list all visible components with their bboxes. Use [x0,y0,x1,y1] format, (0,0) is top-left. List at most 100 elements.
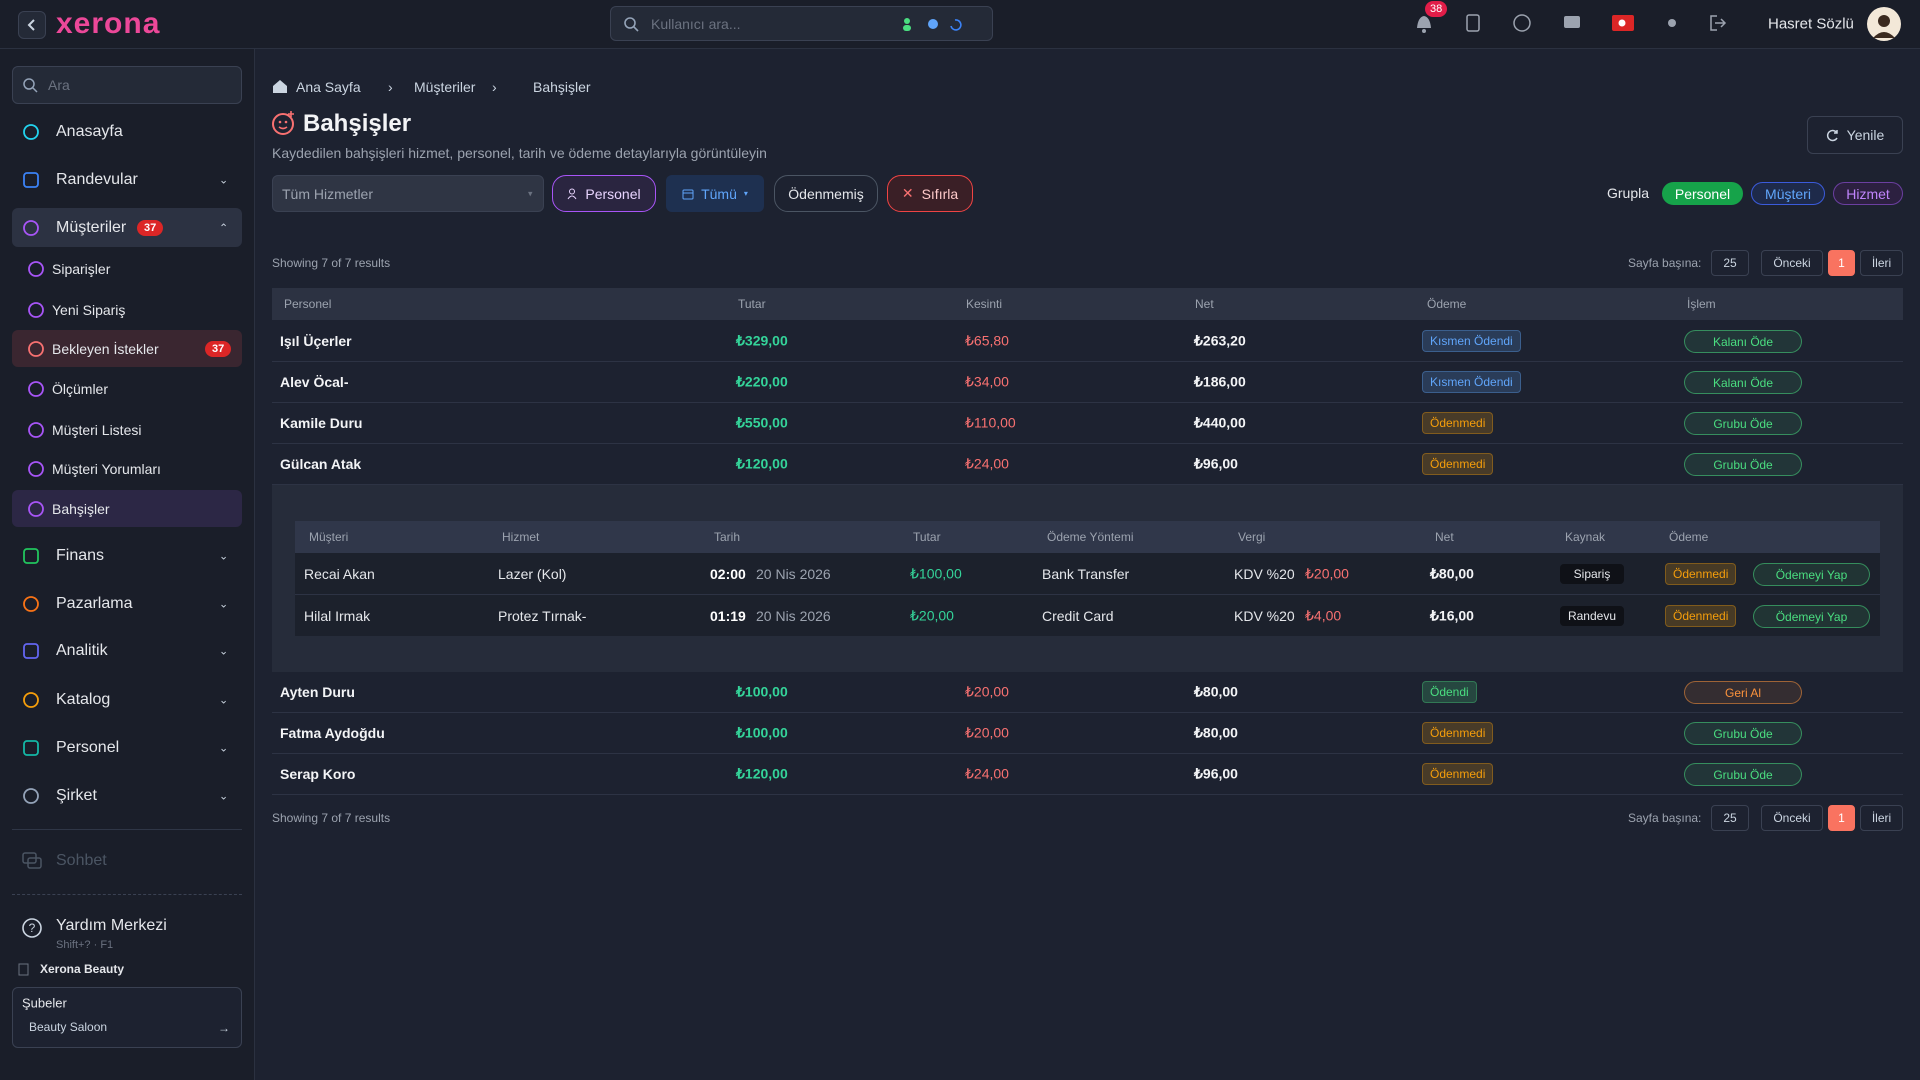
chevron[interactable]: ⌄ [219,174,229,187]
chevron[interactable]: ⌄ [219,790,229,803]
group-option[interactable]: Hizmet [1833,182,1903,205]
menu-item[interactable]: Finans [56,547,105,564]
user-search[interactable]: Kullanıcı ara... [610,6,993,41]
row-action[interactable]: Grubu Öde [1684,722,1802,745]
pay-action[interactable]: Ödemeyi Yap [1753,563,1870,586]
chevron[interactable]: ⌄ [219,598,229,611]
period-filter[interactable]: Tümü ▾ [666,175,764,212]
submenu-item[interactable]: Bekleyen İstekler [52,341,159,357]
brand[interactable]: xerona [56,7,161,40]
breadcrumb-item[interactable]: Müşteriler [414,79,476,95]
per-page-label: Sayfa başına: [1628,811,1702,825]
separator [12,894,242,895]
column-header: Net [1195,297,1214,311]
payment-status: Kısmen Ödendi [1422,371,1521,393]
sidebar: Ara Sohbet ? Yardım Merkezi Shift+? · F1… [0,49,255,1080]
table-header [272,288,1903,320]
column-header: Ödeme [1427,297,1467,311]
icon [28,501,44,517]
submenu-item[interactable]: Ölçümler [52,381,109,397]
staff-name[interactable]: Ayten Duru [280,684,355,700]
submenu-item[interactable]: Bahşişler [52,501,110,517]
user-name[interactable]: Hasret Sözlü [1768,15,1854,33]
net: ₺186,00 [1194,373,1246,390]
staff-name[interactable]: Kamile Duru [280,415,363,431]
row-border [272,712,1903,713]
row-action[interactable]: Grubu Öde [1684,453,1802,476]
tax-label: KDV %20 [1234,566,1295,582]
per-page-select[interactable]: 25 [1711,250,1749,276]
sidebar-search[interactable]: Ara [12,66,242,104]
row-action[interactable]: Grubu Öde [1684,412,1802,435]
group-option[interactable]: Müşteri [1751,182,1825,205]
unpaid-filter-label: Ödenmemiş [788,185,864,202]
prev-page[interactable]: Önceki [1761,805,1823,831]
refresh-button[interactable]: Yenile [1807,116,1903,154]
net: ₺80,00 [1430,565,1474,582]
payment-status: Ödenmedi [1665,563,1737,585]
details-column-header: Vergi [1238,530,1266,544]
next-page[interactable]: İleri [1860,805,1903,831]
menu-item[interactable]: Pazarlama [56,595,133,612]
group-option[interactable]: Personel [1662,182,1743,205]
page-subtitle: Kaydedilen bahşişleri hizmet, personel, … [272,145,767,161]
submenu-item[interactable]: Müşteri Listesi [52,422,142,438]
net: ₺80,00 [1194,724,1238,741]
current-page[interactable]: 1 [1828,250,1855,276]
staff-name[interactable]: Gülcan Atak [280,456,362,472]
icon [28,302,44,318]
row-action[interactable]: Grubu Öde [1684,763,1802,786]
back-button[interactable] [18,11,46,39]
deduction: ₺24,00 [965,765,1009,782]
chat-link[interactable]: Sohbet [56,852,107,869]
unpaid-filter[interactable]: Ödenmemiş [774,175,878,212]
row-action[interactable]: Kalanı Öde [1684,371,1802,394]
icon [23,172,39,188]
payment-status: Ödendi [1422,681,1477,703]
submenu-item[interactable]: Yeni Sipariş [52,302,126,318]
staff-filter[interactable]: Personel [552,175,656,212]
submenu-item[interactable]: Siparişler [52,261,111,277]
chevron[interactable]: ⌃ [219,222,229,235]
staff-name[interactable]: Işıl Üçerler [280,333,352,349]
menu-item[interactable]: Personel [56,739,120,756]
menu-item[interactable]: Randevular [56,171,138,188]
customer[interactable]: Recai Akan [304,566,375,582]
menu-item[interactable]: Şirket [56,787,97,804]
deduction: ₺24,00 [965,455,1009,472]
menu-item[interactable]: Analitik [56,642,108,659]
chevron[interactable]: ⌄ [219,742,229,755]
row-action[interactable]: Kalanı Öde [1684,330,1802,353]
customer[interactable]: Hilal Irmak [304,608,371,624]
current-page[interactable]: 1 [1828,805,1855,831]
breadcrumb-item: Bahşişler [533,79,591,95]
avatar[interactable] [1866,6,1902,42]
staff-name[interactable]: Fatma Aydoğdu [280,725,385,741]
reset-filter[interactable]: ✕ Sıfırla [887,175,973,212]
chevron[interactable]: ⌄ [219,550,229,563]
service-filter-label: Tüm Hizmetler [282,186,374,202]
chevron[interactable]: ⌄ [219,645,229,658]
service-filter[interactable]: Tüm Hizmetler ▾ [272,175,544,212]
submenu-item[interactable]: Müşteri Yorumları [52,461,161,477]
help-title[interactable]: Yardım Merkezi [56,917,167,934]
staff-name[interactable]: Alev Öcal- [280,374,349,390]
row-action[interactable]: Geri Al [1684,681,1802,704]
next-page[interactable]: İleri [1860,250,1903,276]
chevron[interactable]: ⌄ [219,694,229,707]
menu-item[interactable]: Anasayfa [56,123,123,140]
pay-action[interactable]: Ödemeyi Yap [1753,605,1870,628]
breadcrumb-item[interactable]: Ana Sayfa [296,79,361,95]
menu-item[interactable]: Katalog [56,691,111,708]
per-page-select[interactable]: 25 [1711,805,1749,831]
branch-selector[interactable]: Şubeler Beauty Saloon → [12,987,242,1048]
details-column-header: Tutar [913,530,941,544]
payment-status: Ödenmedi [1665,605,1737,627]
company-name: Xerona Beauty [40,962,125,976]
staff-name[interactable]: Serap Koro [280,766,356,782]
prev-page[interactable]: Önceki [1761,250,1823,276]
tax-label: KDV %20 [1234,608,1295,624]
service: Lazer (Kol) [498,566,567,582]
amount: ₺220,00 [736,373,788,390]
menu-item[interactable]: Müşteriler [56,219,127,236]
